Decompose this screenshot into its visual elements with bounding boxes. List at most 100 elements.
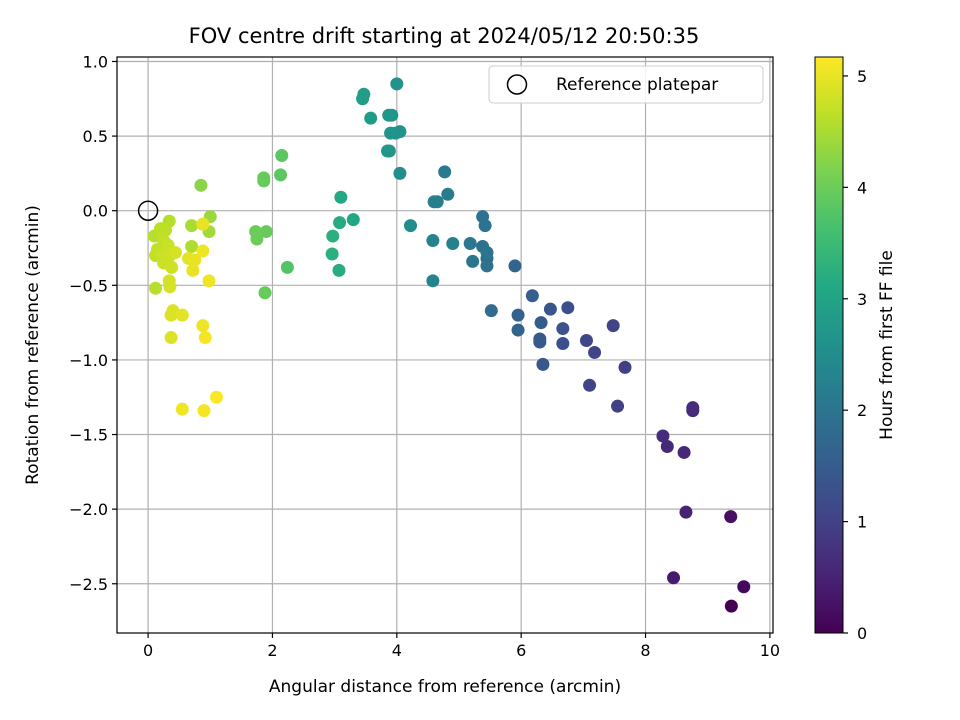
data-point [511,308,525,322]
chart-title: FOV centre drift starting at 2024/05/12 … [189,24,700,48]
data-point [274,168,288,182]
x-axis-label: Angular distance from reference (arcmin) [269,677,621,697]
plot-frame [116,56,774,634]
legend-label: Reference platepar [556,75,718,95]
data-point [175,402,189,416]
data-point [446,237,460,251]
data-point [326,229,340,243]
data-point [196,217,210,231]
data-point [164,331,178,345]
data-point [737,580,751,594]
grid-lines [117,57,773,633]
data-point [163,280,177,294]
data-point [667,571,681,585]
x-tick-label: 0 [143,641,153,660]
data-point [536,357,550,371]
data-point [209,390,223,404]
data-point [660,439,674,453]
data-point [427,195,441,209]
data-point [333,216,347,230]
y-axis-ticks: 1.0 0.5 0.0 −0.5 −1.0 −1.5 −2.0 −2.5 [69,52,117,594]
data-point [438,165,452,179]
x-tick-label: 6 [516,641,526,660]
data-point [724,599,738,613]
data-point [186,263,200,277]
data-point [611,399,625,413]
y-tick-label: 1.0 [83,52,108,71]
data-point [476,210,490,224]
data-point [686,401,700,415]
data-point [149,281,163,295]
legend: Reference platepar [488,65,764,104]
data-point [250,232,264,246]
data-point [185,240,199,254]
reference-marker-group [137,200,159,221]
data-point [390,77,404,91]
data-point [202,274,216,288]
data-point [259,225,273,239]
data-point [508,259,522,273]
data-point [257,174,271,188]
y-tick-label: −0.5 [69,276,108,295]
data-point [480,245,494,259]
y-tick-label: −2.5 [69,575,108,594]
colorbar-tick-label: 4 [857,178,867,197]
colorbar-tick-label: 3 [857,290,867,309]
y-tick-label: 0.5 [83,127,108,146]
colorbar: 0 1 2 3 4 5 Hours from first FF file [814,56,897,643]
x-tick-label: 8 [640,641,650,660]
data-point [196,244,210,258]
data-point [679,505,693,519]
data-point [356,92,370,106]
data-point [380,144,394,158]
data-point [480,259,494,273]
colorbar-tick-label: 2 [857,401,867,420]
data-point [426,274,440,288]
data-point [533,335,547,349]
colorbar-tick-label: 1 [857,513,867,532]
colorbar-gradient [814,56,844,634]
data-point [534,316,548,330]
data-point [426,234,440,248]
data-point [325,247,339,261]
data-point [656,429,670,443]
data-point [677,445,691,459]
data-point [280,260,294,274]
data-point [164,308,178,322]
data-point [463,237,477,251]
x-tick-label: 10 [760,641,780,660]
data-point [583,378,597,392]
data-point [466,254,480,268]
y-tick-label: −1.0 [69,351,108,370]
data-point [588,345,602,359]
x-axis-ticks: 0 2 4 6 8 10 [143,633,780,660]
data-point [346,213,360,227]
data-point [194,178,208,192]
data-point [385,108,399,122]
x-tick-label: 4 [392,641,402,660]
data-point [579,334,593,348]
data-point [196,319,210,333]
y-tick-label: 0.0 [83,202,108,221]
data-point [334,190,348,204]
y-tick-label: −1.5 [69,426,108,445]
data-point [556,322,570,336]
colorbar-ticks: 0 1 2 3 4 5 [843,67,867,643]
data-points [147,77,751,613]
reference-marker [137,200,159,221]
colorbar-tick-label: 0 [857,624,867,643]
colorbar-label: Hours from first FF file [877,250,897,440]
data-point [165,260,179,274]
data-point [198,331,212,345]
colorbar-tick-label: 5 [857,67,867,86]
data-point [258,286,272,300]
data-point [275,148,289,162]
data-point [525,289,539,303]
data-point [175,308,189,322]
data-point [618,360,632,374]
legend-marker [506,74,528,95]
data-point [484,304,498,318]
data-point [403,219,417,233]
data-point [724,510,738,524]
